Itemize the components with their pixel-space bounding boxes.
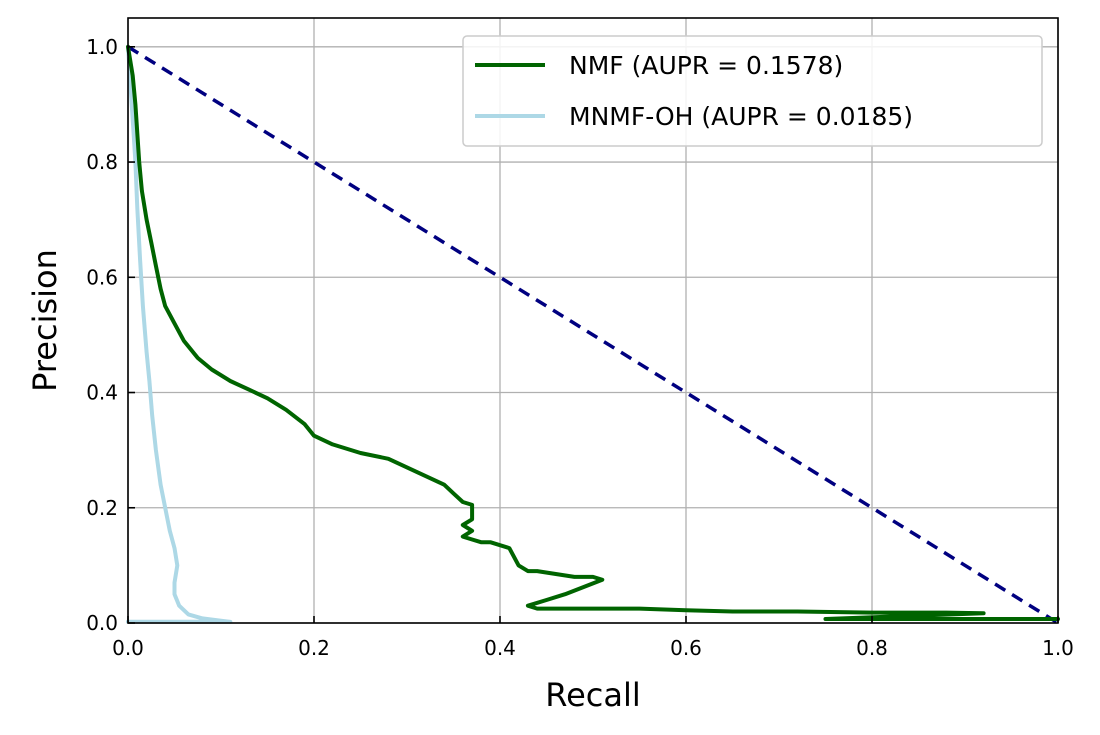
x-tick-label: 0.6: [670, 636, 702, 660]
legend: NMF (AUPR = 0.1578) MNMF-OH (AUPR = 0.01…: [462, 35, 1043, 147]
x-tick-label: 0.8: [856, 636, 888, 660]
legend-label-mnmf-oh: MNMF-OH (AUPR = 0.0185): [569, 102, 913, 131]
plot-frame: [127, 17, 1059, 624]
random-baseline-line: [127, 45, 1059, 625]
axis-ticks: 0.0 0.2 0.4 0.6 0.8 1.0 0.0 0.2 0.4 0.6 0.8 1.0: [86, 35, 1074, 660]
y-tick-label: 0.4: [86, 381, 118, 405]
x-axis-title: Recall: [545, 676, 640, 714]
mnmf-oh-series-line: [126, 44, 233, 624]
series-lines: [126, 44, 1060, 625]
x-tick-label: 0.2: [298, 636, 330, 660]
legend-label-nmf: NMF (AUPR = 0.1578): [569, 51, 843, 80]
legend-box: [462, 35, 1043, 147]
nmf-series-line: [126, 44, 1060, 621]
x-tick-label: 0.4: [484, 636, 516, 660]
x-tick-label: 1.0: [1042, 636, 1074, 660]
y-tick-label: 0.2: [86, 496, 118, 520]
y-axis-title: Precision: [26, 249, 64, 392]
y-tick-label: 0.0: [86, 611, 118, 635]
x-tick-label: 0.0: [112, 636, 144, 660]
y-tick-label: 1.0: [86, 35, 118, 59]
y-tick-label: 0.8: [86, 150, 118, 174]
y-tick-label: 0.6: [86, 265, 118, 289]
